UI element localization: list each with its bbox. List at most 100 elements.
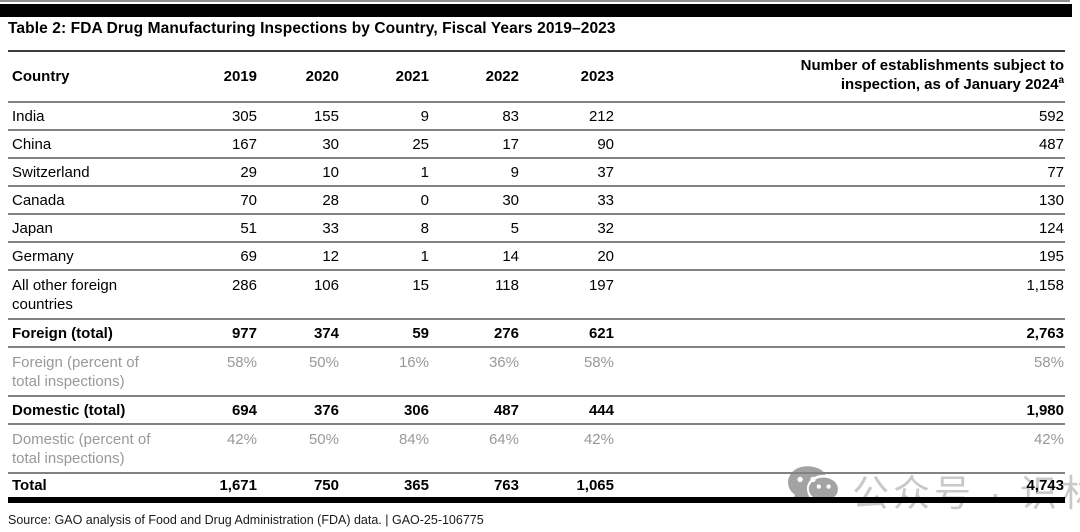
country-cell: All other foreign countries [8, 269, 168, 319]
value-cell: 106 [258, 269, 340, 319]
value-cell: 487 [430, 395, 520, 424]
value-cell: 124 [615, 213, 1065, 242]
country-cell: Switzerland [8, 157, 168, 186]
header-2022: 2022 [485, 68, 519, 85]
value-cell: 29 [168, 157, 258, 186]
value-cell: 694 [168, 395, 258, 424]
table-title: Table 2: FDA Drug Manufacturing Inspecti… [8, 20, 616, 37]
value-cell: 1,065 [520, 472, 615, 500]
value-cell: 374 [258, 318, 340, 347]
country-cell: Foreign (total) [8, 318, 168, 347]
value-cell: 763 [430, 472, 520, 500]
value-cell: 10 [258, 157, 340, 186]
table-row-china: China 167 30 25 17 90 487 [8, 129, 1065, 158]
top-thin-rule [0, 0, 1070, 2]
value-cell: 621 [520, 318, 615, 347]
value-cell: 8 [340, 213, 430, 242]
value-cell: 42% [615, 423, 1065, 473]
value-cell: 17 [430, 129, 520, 158]
value-cell: 130 [615, 185, 1065, 214]
value-cell: 77 [615, 157, 1065, 186]
value-cell: 444 [520, 395, 615, 424]
header-establishments-line1: Number of establishments subject to [800, 57, 1064, 74]
table-row-domestic-total: Domestic (total) 694 376 306 487 444 1,9… [8, 395, 1065, 424]
value-cell: 1 [340, 241, 430, 270]
value-cell: 197 [520, 269, 615, 319]
table-row-switzerland: Switzerland 29 10 1 9 37 77 [8, 157, 1065, 186]
value-cell: 59 [340, 318, 430, 347]
table-row-domestic-percent: Domestic (percent of total inspections) … [8, 423, 1065, 473]
value-cell: 16% [340, 346, 430, 396]
value-cell: 83 [430, 101, 520, 130]
value-cell: 212 [520, 101, 615, 130]
country-cell: Germany [8, 241, 168, 270]
country-cell: China [8, 129, 168, 158]
value-cell: 69 [168, 241, 258, 270]
value-cell: 58% [168, 346, 258, 396]
value-cell: 84% [340, 423, 430, 473]
value-cell: 276 [430, 318, 520, 347]
value-cell: 155 [258, 101, 340, 130]
value-cell: 286 [168, 269, 258, 319]
value-cell: 30 [430, 185, 520, 214]
header-establishments-line2: inspection, as of January 2024 [840, 76, 1059, 93]
value-cell: 305 [168, 101, 258, 130]
value-cell: 592 [615, 101, 1065, 130]
value-cell: 977 [168, 318, 258, 347]
table-header-row: Country 2019 2020 2021 2022 2023 Number … [8, 51, 1065, 102]
value-cell: 58% [615, 346, 1065, 396]
value-cell: 2,763 [615, 318, 1065, 347]
table-row-canada: Canada 70 28 0 30 33 130 [8, 185, 1065, 214]
value-cell: 15 [340, 269, 430, 319]
country-cell: India [8, 101, 168, 130]
header-2019: 2019 [223, 68, 257, 85]
country-cell: Total [8, 472, 168, 500]
value-cell: 365 [340, 472, 430, 500]
top-black-bar [0, 4, 1072, 17]
value-cell: 14 [430, 241, 520, 270]
value-cell: 32 [520, 213, 615, 242]
value-cell: 20 [520, 241, 615, 270]
value-cell: 9 [340, 101, 430, 130]
value-cell: 64% [430, 423, 520, 473]
value-cell: 4,743 [615, 472, 1065, 500]
country-cell: Canada [8, 185, 168, 214]
value-cell: 12 [258, 241, 340, 270]
header-2023: 2023 [580, 68, 614, 85]
table-row-all-other-foreign: All other foreign countries 286 106 15 1… [8, 269, 1065, 319]
value-cell: 42% [168, 423, 258, 473]
country-cell: Foreign (percent of total inspections) [8, 346, 168, 396]
header-2021: 2021 [395, 68, 429, 85]
value-cell: 5 [430, 213, 520, 242]
value-cell: 1,980 [615, 395, 1065, 424]
header-country: Country [12, 68, 70, 85]
table-row-foreign-percent: Foreign (percent of total inspections) 5… [8, 346, 1065, 396]
value-cell: 30 [258, 129, 340, 158]
country-cell: Domestic (percent of total inspections) [8, 423, 168, 473]
value-cell: 36% [430, 346, 520, 396]
value-cell: 487 [615, 129, 1065, 158]
header-2020: 2020 [305, 68, 339, 85]
footnote-marker-a: a [1058, 75, 1064, 86]
header-establishments-line2-wrap: inspection, as of January 2024a [615, 75, 1064, 94]
inspections-table: Country 2019 2020 2021 2022 2023 Number … [8, 50, 1065, 503]
value-cell: 58% [520, 346, 615, 396]
value-cell: 50% [258, 346, 340, 396]
table-row-foreign-total: Foreign (total) 977 374 59 276 621 2,763 [8, 318, 1065, 347]
inspections-table-wrap: Country 2019 2020 2021 2022 2023 Number … [8, 50, 1065, 503]
value-cell: 33 [258, 213, 340, 242]
value-cell: 50% [258, 423, 340, 473]
value-cell: 51 [168, 213, 258, 242]
value-cell: 1,671 [168, 472, 258, 500]
value-cell: 33 [520, 185, 615, 214]
source-line: Source: GAO analysis of Food and Drug Ad… [8, 513, 484, 527]
value-cell: 42% [520, 423, 615, 473]
value-cell: 195 [615, 241, 1065, 270]
header-establishments: Number of establishments subject to insp… [615, 51, 1065, 102]
table-row-germany: Germany 69 12 1 14 20 195 [8, 241, 1065, 270]
value-cell: 0 [340, 185, 430, 214]
value-cell: 1,158 [615, 269, 1065, 319]
value-cell: 167 [168, 129, 258, 158]
value-cell: 9 [430, 157, 520, 186]
